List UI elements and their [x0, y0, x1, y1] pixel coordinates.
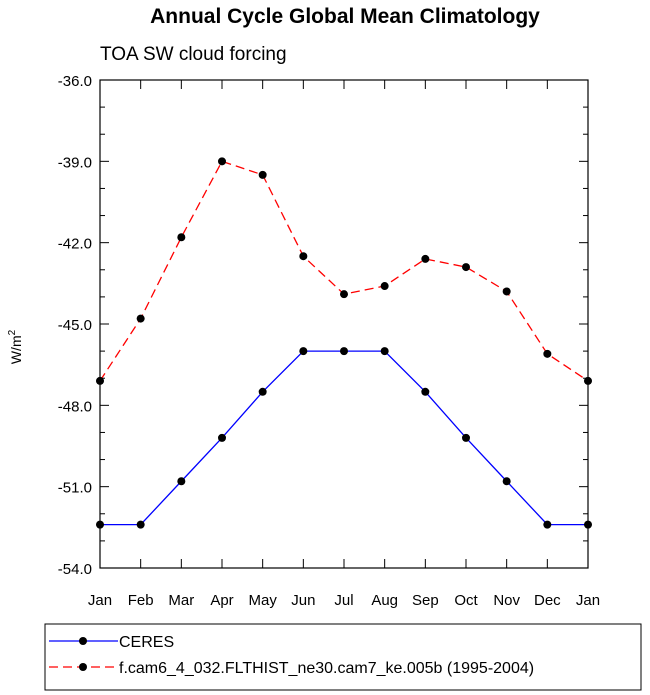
legend-marker-ceres [79, 637, 87, 645]
x-tick-label: Nov [493, 592, 520, 609]
y-tick-label: -39.0 [58, 154, 92, 171]
legend-marker-model [79, 663, 87, 671]
y-tick-label: -51.0 [58, 480, 92, 497]
data-point-series-0 [218, 433, 226, 442]
x-tick-label: Feb [128, 592, 154, 609]
x-tick-label: Jan [576, 592, 600, 609]
y-tick-label: -48.0 [58, 398, 92, 415]
data-point-series-1 [299, 252, 308, 261]
plot-frame [99, 79, 589, 569]
data-point-series-0 [380, 347, 389, 356]
svg-text:W/m2: W/m2 [7, 329, 24, 364]
data-point-series-1 [502, 287, 511, 296]
y-tick-label: -36.0 [58, 73, 92, 90]
chart-title: Annual Cycle Global Mean Climatology [150, 5, 540, 28]
data-point-series-0 [136, 520, 145, 529]
data-point-series-1 [340, 290, 348, 299]
y-tick-label: -45.0 [58, 317, 92, 334]
data-point-series-1 [258, 170, 267, 179]
x-tick-label: Mar [168, 592, 194, 609]
data-point-series-0 [502, 477, 511, 486]
data-point-series-1 [177, 233, 186, 242]
data-point-series-1 [136, 314, 145, 323]
data-point-series-0 [421, 387, 430, 396]
legend: CERES f.cam6_4_032.FLTHIST_ne30.cam7_ke.… [44, 623, 642, 691]
data-point-series-1 [421, 254, 430, 263]
y-axis-label-superscript: 2 [7, 329, 18, 335]
data-point-series-1 [380, 282, 389, 291]
x-tick-label: Dec [534, 592, 561, 609]
axis-ticks [99, 79, 589, 569]
data-point-series-1 [462, 263, 470, 272]
x-tick-label: Oct [454, 592, 478, 609]
data-point-series-0 [340, 347, 348, 356]
x-tick-label: Jun [291, 592, 315, 609]
x-tick-label: May [248, 592, 277, 609]
x-tick-label: Sep [412, 592, 439, 609]
y-axis-label-unit: W/m [8, 335, 24, 364]
data-point-series-0 [177, 477, 186, 486]
x-tick-label: Jul [334, 592, 353, 609]
x-tick-label: Aug [371, 592, 398, 609]
legend-label-model: f.cam6_4_032.FLTHIST_ne30.cam7_ke.005b (… [119, 660, 534, 677]
y-tick-label: -54.0 [58, 561, 92, 578]
legend-label-ceres: CERES [119, 634, 174, 651]
series-layer [96, 157, 592, 529]
x-tick-labels: Jan Feb Mar Apr May Jun Jul Aug Sep Oct Nov Dec Jan [88, 592, 600, 609]
legend-box [44, 623, 642, 691]
data-point-series-0 [462, 433, 470, 442]
data-point-series-0 [543, 520, 552, 529]
x-tick-label: Apr [210, 592, 233, 609]
data-point-series-1 [543, 349, 552, 358]
y-tick-labels: -36.0 -39.0 -42.0 -45.0 -48.0 -51.0 -54.0 [58, 73, 92, 578]
data-point-series-0 [258, 387, 267, 396]
x-tick-label: Jan [88, 592, 112, 609]
y-axis-label: W/m2 [7, 329, 24, 364]
data-point-series-1 [218, 157, 226, 166]
series-line-0 [100, 350, 588, 526]
y-tick-label: -42.0 [58, 236, 92, 253]
chart-subtitle: TOA SW cloud forcing [100, 44, 287, 65]
data-point-series-0 [299, 347, 308, 356]
